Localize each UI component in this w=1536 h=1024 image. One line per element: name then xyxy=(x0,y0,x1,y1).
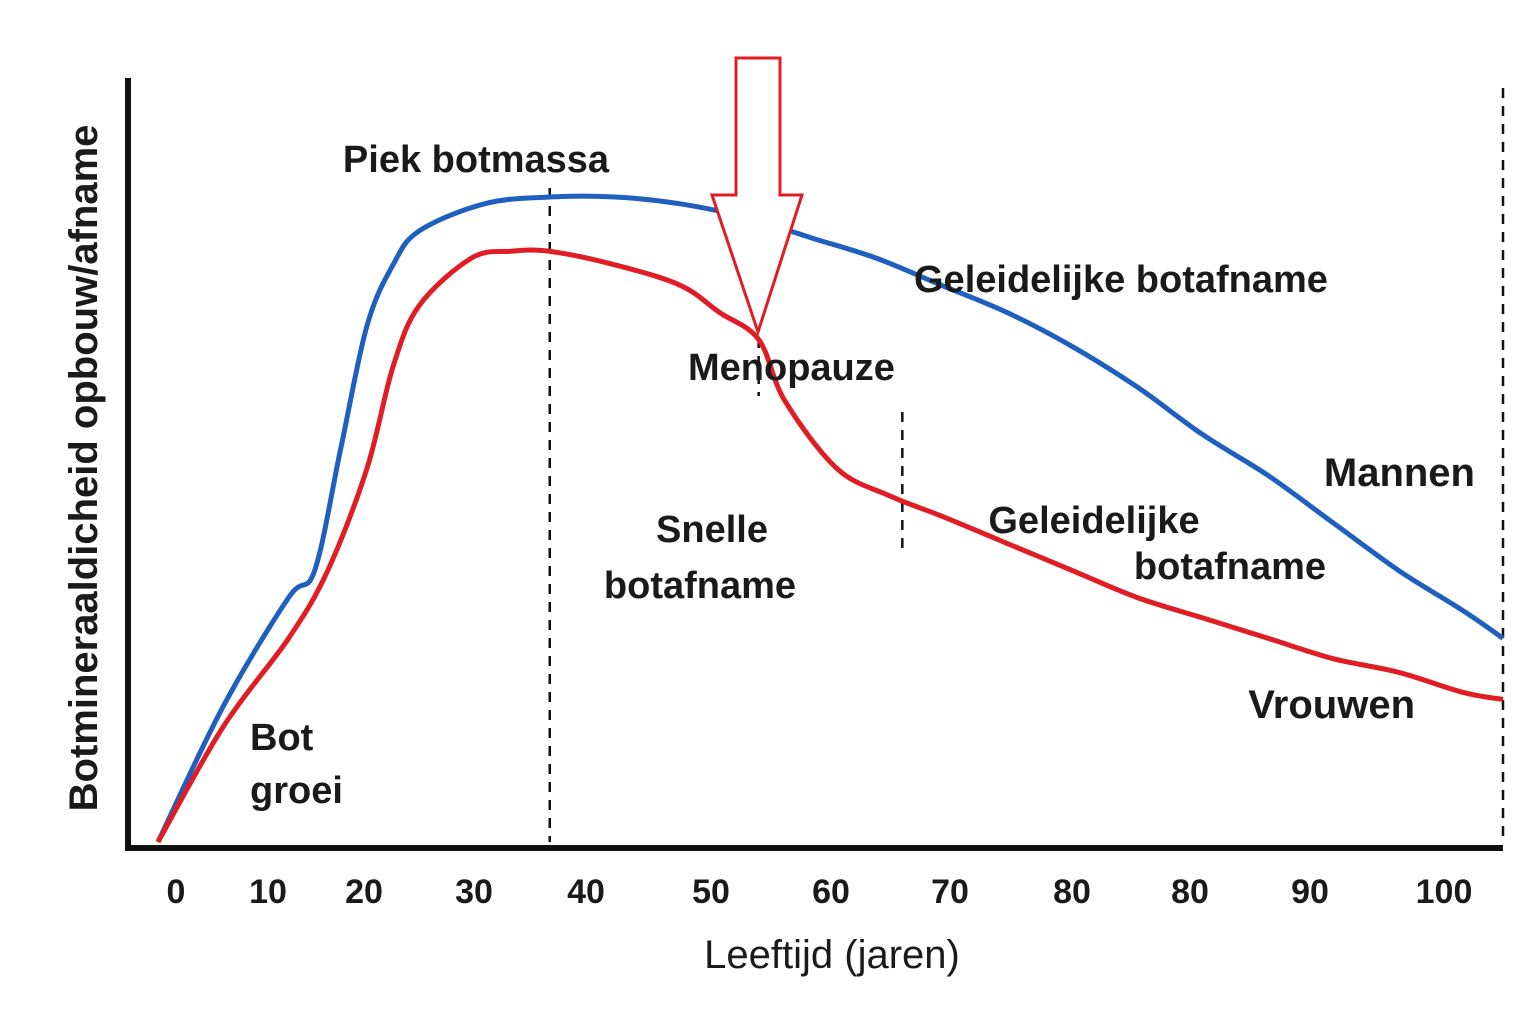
x-tick-label: 0 xyxy=(167,873,186,911)
x-tick-label: 10 xyxy=(249,873,287,911)
x-tick-label: 90 xyxy=(1291,873,1329,911)
x-tick-labels: 0 10 20 30 40 50 60 70 80 80 90 100 xyxy=(167,873,1473,911)
series-label-vrouwen: Vrouwen xyxy=(1248,683,1415,727)
annotation-bone-growth-1: Bot xyxy=(250,717,314,759)
annotation-gradual-men: Geleidelijke botafname xyxy=(914,259,1328,301)
annotation-peak: Piek botmassa xyxy=(343,139,610,181)
menopause-arrow-icon xyxy=(709,56,805,337)
x-tick-label: 100 xyxy=(1416,873,1473,911)
y-axis-label: Botmineraaldicheid opbouw/afname xyxy=(62,125,106,812)
series-line-vrouwen xyxy=(155,247,1504,844)
x-tick-label: 80 xyxy=(1171,873,1209,911)
annotation-fast-loss-1: Snelle xyxy=(656,509,768,551)
series-line-mannen xyxy=(155,193,1505,844)
series-label-mannen: Mannen xyxy=(1324,451,1475,495)
annotation-bone-growth-2: groei xyxy=(250,770,343,812)
x-tick-label: 80 xyxy=(1053,873,1091,911)
x-axis-label: Leeftijd (jaren) xyxy=(704,933,960,977)
annotation-fast-loss-2: botafname xyxy=(604,565,796,607)
x-tick-label: 70 xyxy=(931,873,969,911)
annotation-menopause: Menopauze xyxy=(688,347,895,389)
series-layer xyxy=(155,193,1505,844)
x-tick-label: 40 xyxy=(567,873,605,911)
x-tick-label: 60 xyxy=(812,873,850,911)
annotation-gradual-women-2: botafname xyxy=(1134,546,1326,588)
x-tick-label: 50 xyxy=(692,873,730,911)
annotation-gradual-women-1: Geleidelijke xyxy=(988,500,1199,542)
x-tick-label: 30 xyxy=(455,873,493,911)
x-tick-label: 20 xyxy=(345,873,383,911)
